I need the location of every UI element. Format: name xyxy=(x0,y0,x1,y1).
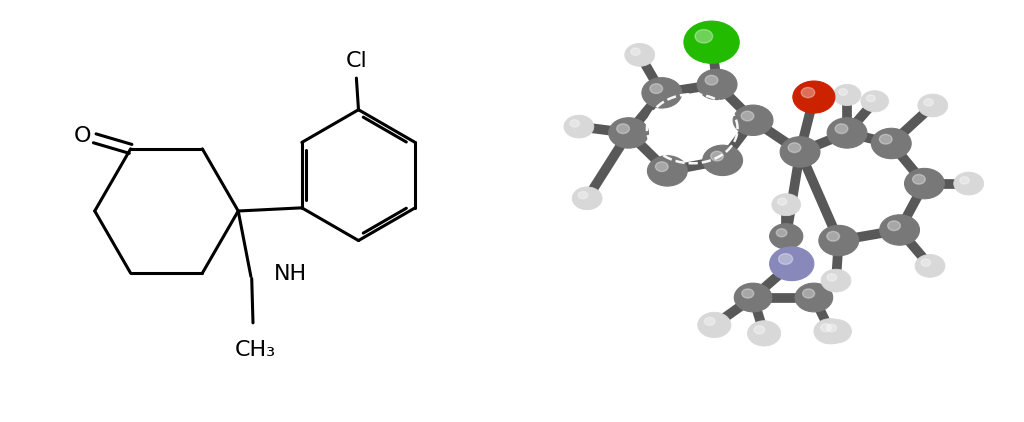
Circle shape xyxy=(650,84,663,93)
Circle shape xyxy=(684,21,739,63)
Circle shape xyxy=(748,321,780,346)
Circle shape xyxy=(780,137,820,167)
Circle shape xyxy=(880,215,920,245)
Circle shape xyxy=(616,124,630,133)
Circle shape xyxy=(904,168,944,199)
Circle shape xyxy=(819,225,859,256)
Circle shape xyxy=(778,254,793,265)
Circle shape xyxy=(777,198,786,205)
Circle shape xyxy=(839,89,848,95)
Circle shape xyxy=(570,120,580,127)
Circle shape xyxy=(827,274,837,281)
Circle shape xyxy=(697,69,737,100)
Circle shape xyxy=(711,151,723,161)
Circle shape xyxy=(734,283,772,312)
Circle shape xyxy=(888,221,900,230)
Circle shape xyxy=(953,172,984,195)
Circle shape xyxy=(770,247,814,281)
Circle shape xyxy=(959,177,970,184)
Circle shape xyxy=(915,254,945,277)
Circle shape xyxy=(918,94,947,117)
Circle shape xyxy=(706,75,718,85)
Circle shape xyxy=(702,145,742,176)
Circle shape xyxy=(788,143,801,152)
Circle shape xyxy=(631,48,640,55)
Circle shape xyxy=(741,289,754,298)
Circle shape xyxy=(820,324,831,332)
Circle shape xyxy=(697,312,731,338)
Circle shape xyxy=(821,269,851,292)
Circle shape xyxy=(795,283,833,312)
Circle shape xyxy=(820,319,852,343)
Circle shape xyxy=(827,118,867,148)
Text: O: O xyxy=(74,126,91,146)
Circle shape xyxy=(871,128,911,159)
Circle shape xyxy=(772,194,801,216)
Circle shape xyxy=(695,30,713,43)
Circle shape xyxy=(776,229,786,237)
Circle shape xyxy=(836,124,848,133)
Circle shape xyxy=(826,324,837,332)
Circle shape xyxy=(921,259,931,266)
Circle shape xyxy=(642,78,682,108)
Circle shape xyxy=(803,289,815,298)
Circle shape xyxy=(861,91,889,112)
Circle shape xyxy=(655,162,668,171)
Circle shape xyxy=(814,319,847,344)
Circle shape xyxy=(625,43,654,66)
Circle shape xyxy=(608,118,648,148)
Circle shape xyxy=(647,156,687,186)
Text: CH₃: CH₃ xyxy=(234,340,275,360)
Circle shape xyxy=(834,84,861,106)
Circle shape xyxy=(754,326,765,334)
Circle shape xyxy=(770,224,803,249)
Circle shape xyxy=(741,111,754,121)
Text: NH: NH xyxy=(274,264,307,284)
Circle shape xyxy=(801,87,815,98)
Circle shape xyxy=(912,174,926,184)
Circle shape xyxy=(826,231,840,241)
Text: Cl: Cl xyxy=(345,51,368,71)
Circle shape xyxy=(733,105,773,135)
Circle shape xyxy=(880,134,892,144)
Circle shape xyxy=(572,187,602,210)
Circle shape xyxy=(866,95,876,102)
Circle shape xyxy=(793,81,835,113)
Circle shape xyxy=(924,99,933,106)
Circle shape xyxy=(705,317,715,325)
Circle shape xyxy=(564,115,594,138)
Circle shape xyxy=(579,192,588,199)
